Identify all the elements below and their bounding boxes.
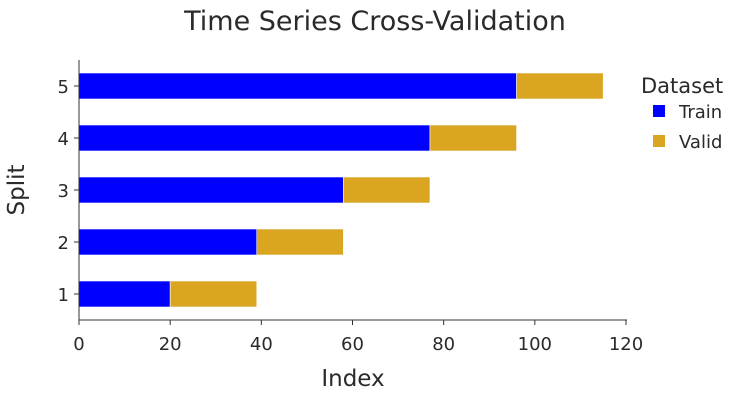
x-tick-label: 100 [518,334,552,355]
legend-title: Dataset [641,74,723,98]
bar-valid-split-4 [429,124,517,152]
legend: Dataset Train Valid [641,74,723,153]
x-tick-label: 60 [341,334,364,355]
y-tick-label: 4 [58,129,69,150]
bar-train-split-1 [78,280,171,308]
bars-group [78,72,604,308]
x-axis-label: Index [321,366,384,392]
y-axis-label: Split [4,165,30,216]
x-tick-label: 120 [609,334,643,355]
x-tick-label: 80 [432,334,455,355]
y-tick-label: 5 [58,77,69,98]
x-tick-label: 40 [250,334,273,355]
legend-label-train: Train [678,102,722,123]
bar-train-split-2 [78,228,258,256]
bar-valid-split-1 [169,280,258,308]
bar-train-split-4 [78,124,431,152]
legend-items: Train Valid [653,102,722,153]
chart-title: Time Series Cross-Validation [183,6,566,37]
bar-train-split-5 [78,72,517,100]
legend-label-valid: Valid [679,132,722,153]
bar-valid-split-3 [343,176,431,204]
y-tick-label: 2 [58,233,69,254]
y-tick-label: 3 [58,181,69,202]
bar-train-split-3 [78,176,344,204]
x-tick-label: 20 [159,334,182,355]
bar-valid-split-2 [256,228,344,256]
x-ticks-group: 0 20 40 60 80 100 120 [73,320,643,355]
x-tick-label: 0 [73,334,84,355]
y-tick-label: 1 [58,285,69,306]
legend-swatch-valid [653,135,665,147]
bar-valid-split-5 [516,72,604,100]
y-ticks-group: 1 2 3 4 5 [58,77,79,306]
legend-swatch-train [653,105,665,117]
